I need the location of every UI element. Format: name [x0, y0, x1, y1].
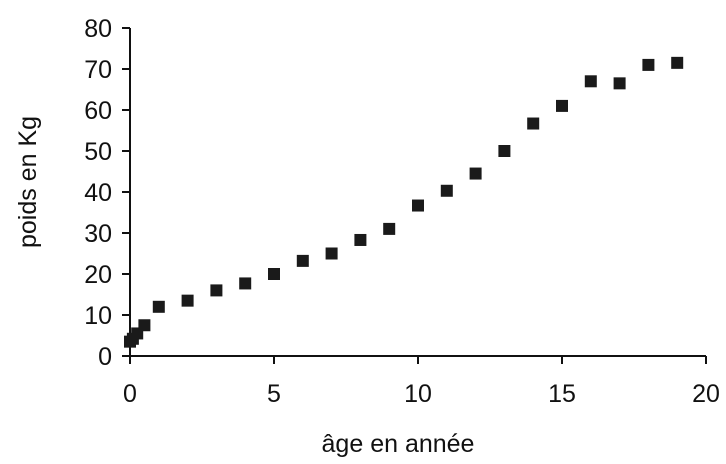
- data-point: [296, 254, 309, 267]
- data-point: [527, 117, 540, 130]
- y-tick-label: 10: [84, 302, 112, 330]
- x-tick-label: 0: [123, 380, 137, 408]
- y-tick-label: 30: [84, 220, 112, 248]
- data-point: [268, 268, 280, 280]
- y-axis-title: poids en Kg: [14, 116, 42, 248]
- x-tick-label: 10: [404, 380, 432, 408]
- y-tick-label: 0: [98, 343, 112, 371]
- data-point: [469, 167, 482, 180]
- x-tick-label: 15: [548, 380, 576, 408]
- data-point: [354, 233, 367, 246]
- y-tick-label: 20: [84, 261, 112, 289]
- data-point: [613, 77, 626, 90]
- data-point: [325, 247, 338, 260]
- data-point: [412, 199, 424, 212]
- data-point: [210, 284, 223, 297]
- data-point: [671, 56, 684, 69]
- data-point: [498, 145, 511, 157]
- data-point: [239, 277, 252, 290]
- ticks: 0 10 20 30 40 50 60 70 80 0 5 10 15 20: [84, 15, 720, 408]
- data-point: [440, 184, 453, 197]
- data-point: [383, 222, 396, 235]
- data-point: [642, 58, 655, 71]
- axes: [129, 28, 706, 357]
- y-tick-label: 60: [84, 97, 112, 125]
- data-points: [124, 56, 684, 348]
- x-tick-label: 20: [692, 380, 720, 408]
- data-point: [152, 300, 165, 313]
- y-tick-label: 70: [84, 56, 112, 84]
- x-axis-title: âge en année: [322, 430, 475, 458]
- y-tick-label: 40: [84, 179, 112, 207]
- data-point: [556, 99, 568, 112]
- data-point: [138, 319, 151, 332]
- x-tick-label: 5: [267, 380, 281, 408]
- data-point: [181, 294, 194, 307]
- y-tick-label: 50: [84, 138, 112, 166]
- data-point: [584, 75, 597, 88]
- y-tick-label: 80: [84, 15, 112, 43]
